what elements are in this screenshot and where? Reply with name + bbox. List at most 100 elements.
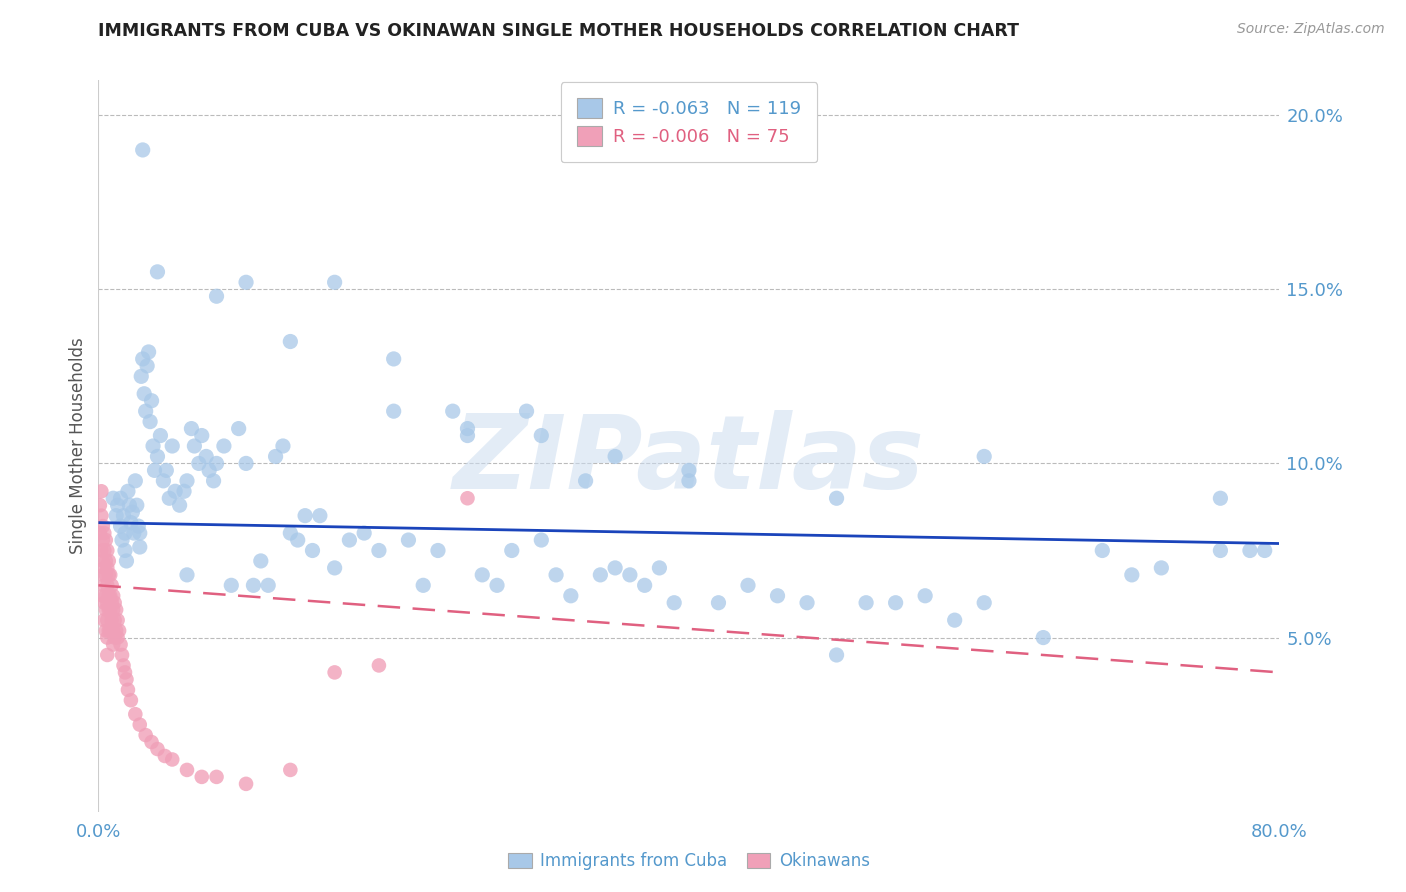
Point — [173, 484, 195, 499]
Point — [766, 589, 789, 603]
Point — [128, 717, 150, 731]
Point — [141, 735, 163, 749]
Point — [678, 474, 700, 488]
Point — [973, 596, 995, 610]
Point — [707, 596, 730, 610]
Point — [122, 526, 145, 541]
Point — [323, 561, 346, 575]
Point — [107, 613, 129, 627]
Point — [235, 457, 257, 471]
Point — [1091, 543, 1114, 558]
Point — [353, 526, 375, 541]
Legend: R = -0.063   N = 119, R = -0.006   N = 75: R = -0.063 N = 119, R = -0.006 N = 75 — [561, 82, 817, 162]
Point — [96, 648, 118, 662]
Point — [737, 578, 759, 592]
Point — [135, 404, 157, 418]
Point — [94, 533, 117, 547]
Point — [195, 450, 218, 464]
Point — [264, 450, 287, 464]
Point — [153, 749, 176, 764]
Point — [155, 463, 177, 477]
Point — [205, 770, 228, 784]
Point — [91, 554, 114, 568]
Point — [648, 561, 671, 575]
Point — [103, 589, 125, 603]
Point — [1209, 491, 1232, 506]
Point — [93, 578, 115, 592]
Point — [117, 682, 139, 697]
Point — [143, 463, 166, 477]
Point — [97, 624, 120, 638]
Point — [456, 421, 478, 435]
Point — [100, 613, 122, 627]
Point — [169, 498, 191, 512]
Point — [89, 498, 111, 512]
Point — [202, 474, 225, 488]
Text: ZIPatlas: ZIPatlas — [453, 410, 925, 511]
Point — [176, 474, 198, 488]
Point — [441, 404, 464, 418]
Point — [104, 613, 127, 627]
Point — [187, 457, 209, 471]
Point — [104, 631, 127, 645]
Point — [124, 474, 146, 488]
Point — [103, 638, 125, 652]
Point — [678, 463, 700, 477]
Point — [382, 351, 405, 366]
Point — [91, 589, 114, 603]
Point — [278, 526, 302, 541]
Point — [125, 498, 148, 512]
Point — [257, 578, 280, 592]
Point — [127, 519, 149, 533]
Point — [132, 143, 155, 157]
Point — [115, 673, 138, 687]
Point — [228, 421, 250, 435]
Point — [110, 491, 132, 506]
Point — [98, 624, 121, 638]
Point — [103, 603, 125, 617]
Point — [128, 540, 150, 554]
Point — [114, 543, 136, 558]
Point — [1254, 543, 1277, 558]
Point — [884, 596, 907, 610]
Point — [574, 474, 596, 488]
Point — [129, 369, 152, 384]
Point — [294, 508, 316, 523]
Point — [96, 631, 118, 645]
Point — [134, 386, 156, 401]
Point — [456, 491, 478, 506]
Point — [96, 613, 118, 627]
Point — [515, 404, 537, 418]
Point — [98, 603, 121, 617]
Point — [97, 589, 120, 603]
Point — [115, 554, 138, 568]
Point — [149, 428, 172, 442]
Point — [152, 474, 174, 488]
Point — [1121, 567, 1143, 582]
Point — [136, 359, 159, 373]
Point — [382, 404, 405, 418]
Point — [105, 508, 128, 523]
Point — [132, 351, 155, 366]
Point — [146, 742, 169, 756]
Point — [825, 491, 848, 506]
Point — [114, 526, 136, 541]
Point — [94, 603, 117, 617]
Point — [90, 543, 112, 558]
Point — [135, 728, 157, 742]
Point — [855, 596, 877, 610]
Point — [117, 484, 139, 499]
Point — [205, 289, 228, 303]
Point — [368, 658, 391, 673]
Point — [1150, 561, 1173, 575]
Point — [110, 519, 132, 533]
Point — [91, 567, 114, 582]
Point — [301, 543, 323, 558]
Point — [501, 543, 523, 558]
Point — [157, 491, 180, 506]
Point — [943, 613, 966, 627]
Point — [146, 450, 169, 464]
Point — [142, 439, 165, 453]
Point — [110, 638, 132, 652]
Point — [664, 596, 686, 610]
